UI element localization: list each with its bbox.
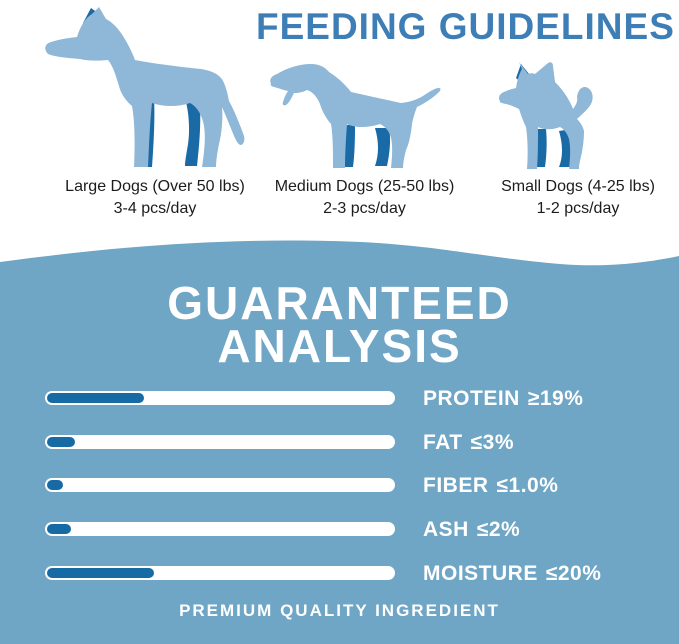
medium-dog-caption: Medium Dogs (25-50 lbs) 2-3 pcs/day: [252, 176, 477, 220]
analysis-title-line1: GUARANTEED: [167, 277, 512, 329]
analysis-title-line2: ANALYSIS: [217, 320, 462, 372]
moisture-bar-fill: [47, 568, 155, 578]
analysis-title: GUARANTEED ANALYSIS: [0, 277, 679, 372]
fiber-bar-track: [45, 478, 395, 492]
protein-bar-track: [45, 391, 395, 405]
large-dog-illustration: [38, 6, 253, 174]
analysis-row-fiber: FIBER ≤1.0%: [0, 473, 679, 499]
large-dog-far-rear-leg: [185, 98, 201, 166]
small-dog-size-label: Small Dogs (4-25 lbs): [501, 178, 655, 195]
ash-label: ASH ≤2%: [423, 518, 521, 541]
medium-dog-size-label: Medium Dogs (25-50 lbs): [274, 178, 455, 195]
small-dog-caption: Small Dogs (4-25 lbs) 1-2 pcs/day: [478, 176, 678, 220]
fiber-bar-fill: [47, 480, 63, 490]
large-dog-serving: 3-4 pcs/day: [113, 200, 197, 217]
ash-bar-fill: [47, 524, 72, 534]
analysis-row-moisture: MOISTURE ≤20%: [0, 561, 679, 587]
analysis-row-ash: ASH ≤2%: [0, 517, 679, 543]
large-dog-caption: Large Dogs (Over 50 lbs) 3-4 pcs/day: [30, 176, 280, 220]
medium-dog-icon: [270, 64, 441, 168]
large-dog-icon: [45, 7, 245, 167]
small-dog-icon: [499, 62, 593, 169]
medium-dog-serving: 2-3 pcs/day: [323, 200, 406, 217]
medium-dog-far-rear-leg: [375, 128, 391, 166]
ash-bar-track: [45, 522, 395, 536]
protein-label: PROTEIN ≥19%: [423, 387, 584, 410]
analysis-row-fat: FAT ≤3%: [0, 430, 679, 456]
footer-tagline: PREMIUM QUALITY INGREDIENT: [179, 601, 500, 620]
small-dog-illustration: [488, 61, 613, 173]
large-dog-size-label: Large Dogs (Over 50 lbs): [65, 178, 245, 195]
moisture-bar-track: [45, 566, 395, 580]
fat-bar-fill: [47, 437, 75, 447]
protein-bar-fill: [47, 393, 144, 403]
fat-bar-track: [45, 435, 395, 449]
moisture-label: MOISTURE ≤20%: [423, 562, 602, 585]
large-dog-body: [45, 7, 245, 167]
fiber-label: FIBER ≤1.0%: [423, 474, 559, 497]
page-title: FEEDING GUIDELINES: [256, 6, 675, 47]
small-dog-body: [499, 62, 593, 169]
fat-label: FAT ≤3%: [423, 431, 514, 454]
small-dog-serving: 1-2 pcs/day: [536, 200, 620, 217]
medium-dog-body: [270, 64, 441, 168]
analysis-row-protein: PROTEIN ≥19%: [0, 386, 679, 412]
medium-dog-illustration: [263, 50, 448, 172]
